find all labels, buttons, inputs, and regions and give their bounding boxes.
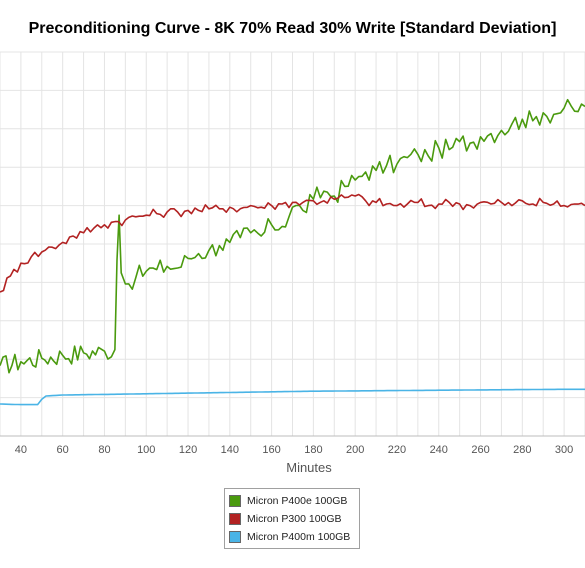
series-line <box>0 388 585 406</box>
x-tick-label: 300 <box>555 444 573 456</box>
axes: 40 60 80 100 120 140 160 180 200 220 240 260 280 300 M… <box>0 435 585 475</box>
legend-label: Micron P400m 100GB <box>247 531 351 543</box>
x-tick-label: 200 <box>346 444 364 456</box>
legend-label: Micron P400e 100GB <box>247 495 348 507</box>
legend: Micron P400e 100GB Micron P300 100GB Micro… <box>224 488 360 549</box>
x-tick-label: 120 <box>179 444 197 456</box>
grid-lines <box>0 51 585 437</box>
x-tick-label: 80 <box>98 444 110 456</box>
x-tick-label: 220 <box>388 444 406 456</box>
legend-item: Micron P300 100GB <box>225 510 359 528</box>
x-tick-label: 140 <box>221 444 239 456</box>
x-tick-label: 40 <box>15 444 27 456</box>
legend-swatch <box>229 495 241 507</box>
x-tick-label: 280 <box>513 444 531 456</box>
x-axis-label: Minutes <box>286 460 332 475</box>
x-tick-label: 260 <box>471 444 489 456</box>
legend-item: Micron P400e 100GB <box>225 492 359 510</box>
legend-label: Micron P300 100GB <box>247 513 342 525</box>
x-tick-label: 180 <box>304 444 322 456</box>
legend-item: Micron P400m 100GB <box>225 528 359 546</box>
chart-title: Preconditioning Curve - 8K 70% Read 30% … <box>28 20 557 37</box>
series-line <box>0 193 585 293</box>
x-tick-label: 240 <box>430 444 448 456</box>
series-lines <box>0 98 585 406</box>
x-tick-label: 100 <box>137 444 155 456</box>
series-line <box>0 98 585 374</box>
x-tick-label: 60 <box>57 444 69 456</box>
legend-swatch <box>229 513 241 525</box>
x-tick-label: 160 <box>262 444 280 456</box>
legend-swatch <box>229 531 241 543</box>
